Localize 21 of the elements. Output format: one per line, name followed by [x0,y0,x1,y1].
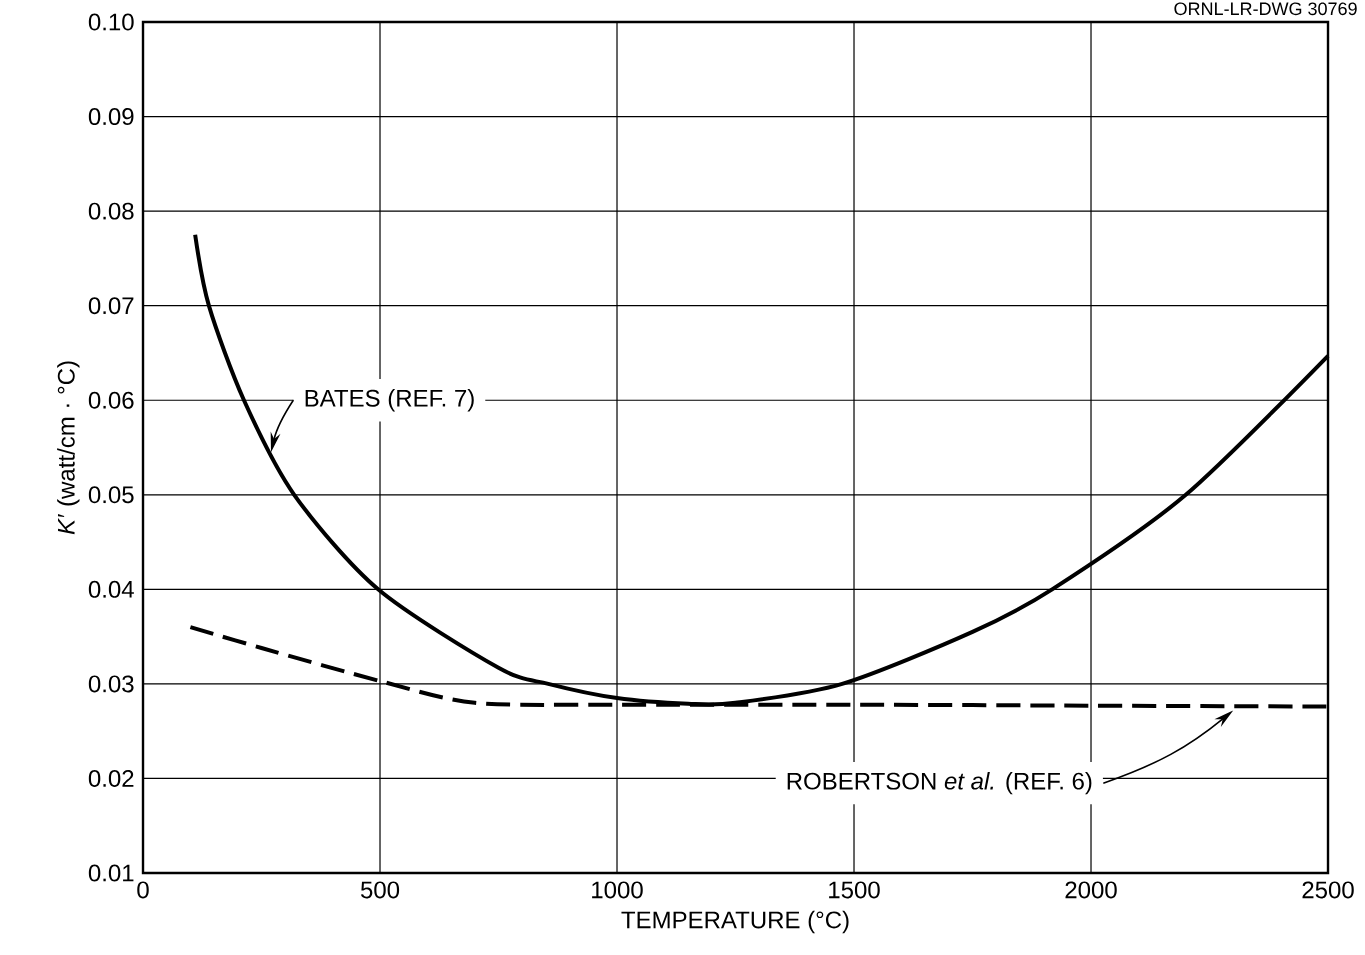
y-tick-label: 0.04 [88,580,134,598]
x-axis-title: TEMPERATURE (°C) [621,910,849,934]
text: ROBERTSON et al. (REF. 6) [787,772,1092,795]
y-tick-label: 0.02 [88,769,134,787]
y-tick-label: 0.01 [88,864,134,882]
x-tick-label: 1500 [829,881,880,899]
x-tick-label: 500 [360,881,400,899]
y-tick-label: 0.06 [88,391,134,409]
y-tick-label: 0.08 [88,202,134,220]
y-tick-label: 0.05 [88,486,134,504]
text: BATES (REF. 7) [305,389,474,412]
x-tick-label: 2000 [1065,881,1117,899]
y-axis-title: K′ (watt/cm · °C) [57,361,80,535]
x-tick-label: 0 [137,881,149,899]
y-tick-label: 0.10 [88,13,134,31]
text: ORNL-LR-DWG 30769 [1174,2,1357,16]
y-tick-label: 0.09 [88,108,134,126]
x-tick-label: 2500 [1302,881,1354,899]
y-tick-label: 0.07 [88,297,134,315]
x-tick-label: 1000 [592,881,643,899]
y-tick-label: 0.03 [88,675,134,693]
